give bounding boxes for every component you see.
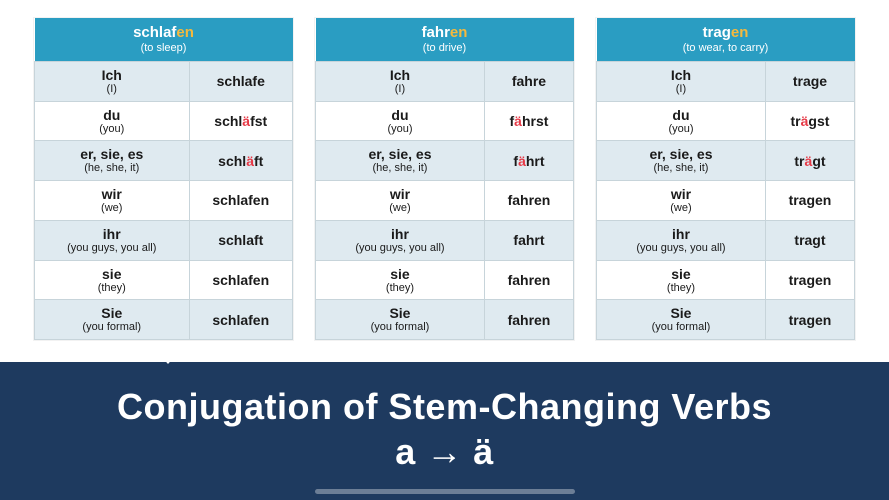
conjugation-tables: schlafen(to sleep)Ich(I)schlafedu(you)sc… [0, 0, 889, 340]
pronoun-cell: ihr(you guys, you all) [316, 220, 485, 260]
footer-banner: Conjugation of Stem-Changing Verbs a → ä [0, 362, 889, 500]
conjugation-cell: fahren [484, 300, 573, 340]
pronoun-cell: er, sie, es(he, she, it) [597, 141, 766, 181]
pronoun-cell: du(you) [597, 101, 766, 141]
conjugation-cell: tragt [765, 220, 854, 260]
verb-table-fahr: fahren(to drive)Ich(I)fahredu(you)fährst… [315, 18, 574, 340]
pronoun-cell: du(you) [316, 101, 485, 141]
conjugation-cell: tragen [765, 300, 854, 340]
conjugation-cell: schläft [189, 141, 293, 181]
pronoun-cell: ihr(you guys, you all) [597, 220, 766, 260]
table-row: sie(they)fahren [316, 260, 574, 300]
footer-to: ä [473, 431, 494, 472]
table-row: Sie(you formal)fahren [316, 300, 574, 340]
table-row: sie(they)tragen [597, 260, 855, 300]
pronoun-cell: sie(they) [316, 260, 485, 300]
table-row: wir(we)schlafen [35, 181, 293, 221]
conjugation-cell: fahren [484, 181, 573, 221]
conjugation-cell: schläfst [189, 101, 293, 141]
verb-header: tragen(to wear, to carry) [597, 18, 855, 61]
pronoun-cell: Sie(you formal) [35, 300, 190, 340]
pointer-triangle [150, 344, 186, 364]
pronoun-cell: Ich(I) [316, 61, 485, 101]
conjugation-cell: schlaft [189, 220, 293, 260]
conjugation-cell: schlafen [189, 300, 293, 340]
table-row: Sie(you formal)tragen [597, 300, 855, 340]
arrow-icon: → [426, 431, 463, 472]
table-row: du(you)trägst [597, 101, 855, 141]
table-row: du(you)fährst [316, 101, 574, 141]
conjugation-cell: fährst [484, 101, 573, 141]
table-row: er, sie, es(he, she, it)fährt [316, 141, 574, 181]
pronoun-cell: wir(we) [316, 181, 485, 221]
table-row: Sie(you formal)schlafen [35, 300, 293, 340]
footer-title: Conjugation of Stem-Changing Verbs a → ä [0, 362, 889, 474]
table-row: ihr(you guys, you all)fahrt [316, 220, 574, 260]
footer-from: a [395, 431, 416, 472]
conjugation-cell: schlafe [189, 61, 293, 101]
verb-header: schlafen(to sleep) [35, 18, 293, 61]
conjugation-cell: trägt [765, 141, 854, 181]
conjugation-cell: fahre [484, 61, 573, 101]
table-row: Ich(I)schlafe [35, 61, 293, 101]
conjugation-cell: tragen [765, 181, 854, 221]
pronoun-cell: er, sie, es(he, she, it) [35, 141, 190, 181]
table-row: Ich(I)trage [597, 61, 855, 101]
pronoun-cell: ihr(you guys, you all) [35, 220, 190, 260]
verb-table-trag: tragen(to wear, to carry)Ich(I)tragedu(y… [596, 18, 855, 340]
pronoun-cell: wir(we) [597, 181, 766, 221]
table-row: du(you)schläfst [35, 101, 293, 141]
conjugation-cell: fahrt [484, 220, 573, 260]
verb-header: fahren(to drive) [316, 18, 574, 61]
pronoun-cell: sie(they) [597, 260, 766, 300]
pronoun-cell: sie(they) [35, 260, 190, 300]
table-row: er, sie, es(he, she, it)schläft [35, 141, 293, 181]
conjugation-cell: schlafen [189, 181, 293, 221]
conjugation-cell: schlafen [189, 260, 293, 300]
pronoun-cell: Sie(you formal) [597, 300, 766, 340]
table-row: wir(we)tragen [597, 181, 855, 221]
conjugation-cell: trägst [765, 101, 854, 141]
pronoun-cell: du(you) [35, 101, 190, 141]
table-row: wir(we)fahren [316, 181, 574, 221]
table-row: er, sie, es(he, she, it)trägt [597, 141, 855, 181]
conjugation-cell: trage [765, 61, 854, 101]
pronoun-cell: er, sie, es(he, she, it) [316, 141, 485, 181]
pronoun-cell: wir(we) [35, 181, 190, 221]
pronoun-cell: Sie(you formal) [316, 300, 485, 340]
footer-line1: Conjugation of Stem-Changing Verbs [117, 386, 772, 427]
table-row: Ich(I)fahre [316, 61, 574, 101]
table-row: ihr(you guys, you all)schlaft [35, 220, 293, 260]
table-row: sie(they)schlafen [35, 260, 293, 300]
verb-table-schlaf: schlafen(to sleep)Ich(I)schlafedu(you)sc… [34, 18, 293, 340]
table-row: ihr(you guys, you all)tragt [597, 220, 855, 260]
pronoun-cell: Ich(I) [35, 61, 190, 101]
pronoun-cell: Ich(I) [597, 61, 766, 101]
footer-underline [315, 489, 575, 494]
conjugation-cell: fahren [484, 260, 573, 300]
conjugation-cell: fährt [484, 141, 573, 181]
conjugation-cell: tragen [765, 260, 854, 300]
